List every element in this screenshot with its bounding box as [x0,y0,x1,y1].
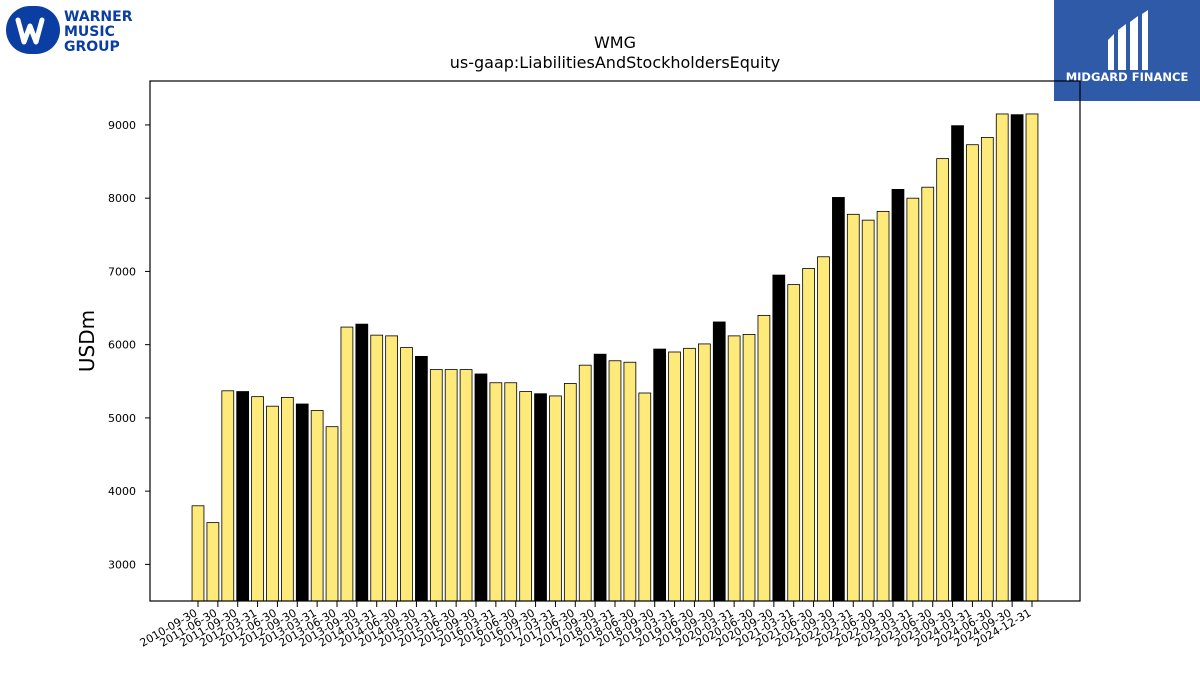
bar-2016-09-30 [534,393,547,602]
bar-2017-09-30 [593,353,607,602]
bar-2024-09-30 [1010,114,1024,602]
logo-line-2: MUSIC [64,24,115,40]
y-tick-label: 3000 [108,558,136,571]
bar-2022-12-31 [906,197,920,602]
bar-2012-12-31 [310,410,324,602]
bar-2014-06-30 [400,347,413,602]
bar-2023-03-31 [921,186,935,602]
bar-2019-12-31 [727,335,741,602]
bar-2013-09-30 [355,323,369,602]
y-tick-label: 7000 [108,265,136,278]
bar-2018-03-31 [623,361,637,602]
plot-frame [149,80,1081,602]
bar-2023-09-30 [951,125,964,602]
wmg-w-icon [15,17,45,45]
bar-2019-06-30 [698,343,711,602]
logo-line-1: WARNER [64,9,133,25]
bar-2021-03-31 [802,268,815,602]
bar-2016-03-31 [504,382,518,602]
y-tick-label: 5000 [108,412,136,425]
bar-2017-06-30 [578,364,592,602]
bar-2020-03-31 [742,334,756,602]
bar-2016-06-30 [519,391,533,602]
bar-2014-09-30 [415,355,428,602]
bar-2012-03-31 [266,405,279,602]
chart-title: WMG [594,33,636,52]
midgard-logo-text: MIDGARD FINANCE [1066,70,1189,84]
bar-2018-12-31 [668,351,681,602]
logo-line-3: GROUP [64,39,120,55]
bar-2010-09-30 [191,505,205,602]
bar-2015-03-31 [444,369,458,602]
bars-group [191,113,1039,602]
bar-2014-03-31 [385,335,398,602]
bar-2024-03-31 [980,136,994,602]
bar-2011-12-31 [251,396,264,602]
bar-2015-06-30 [459,369,473,602]
y-tick-label: 4000 [108,485,136,498]
bar-2013-03-31 [325,426,339,602]
x-axis: 2010-09-302011-06-302011-09-302012-03-31… [138,601,1034,650]
y-tick-label: 9000 [108,119,136,132]
bar-2023-12-31 [966,144,979,602]
warner-music-group-logo: WARNER MUSIC GROUP [4,4,136,56]
bar-2022-09-30 [891,188,905,602]
bar-2013-06-30 [340,326,354,602]
bar-2012-09-30 [295,403,309,602]
bar-2015-12-31 [489,382,503,602]
bar-2022-03-31 [861,219,875,602]
bar-2024-12-31 [1025,113,1039,602]
y-tick-label: 6000 [108,339,136,352]
bar-2017-03-31 [563,383,577,602]
bar-2010-12-31 [206,522,220,602]
bar-2017-12-31 [608,360,622,602]
bar-2020-06-30 [757,314,771,602]
midgard-finance-logo: MIDGARD FINANCE [1054,0,1200,101]
chart-subtitle: us-gaap:LiabilitiesAndStockholdersEquity [450,53,781,72]
y-axis-label: USDm [75,310,99,372]
bar-2019-03-31 [683,347,696,602]
y-tick-label: 8000 [108,192,136,205]
bar-2024-06-30 [995,113,1009,602]
bar-2018-06-30 [638,392,652,602]
bar-2020-09-30 [772,274,786,602]
bar-2020-12-31 [787,284,801,602]
bar-2019-09-30 [712,321,726,602]
bar-2018-09-30 [653,348,667,602]
bar-2011-09-30 [236,391,250,602]
bar-2022-06-30 [876,210,890,602]
bar-2023-06-30 [936,158,950,602]
bar-2021-12-31 [846,213,860,602]
midgard-mark-icon [1108,10,1148,70]
bar-2011-06-30 [221,390,235,602]
bar-2015-09-30 [474,373,488,602]
bar-2014-12-31 [429,369,443,602]
bar-2021-09-30 [832,197,845,602]
bar-2012-06-30 [280,396,294,602]
bar-2016-12-31 [549,395,562,602]
y-axis: 3000 4000 5000 6000 7000 8000 9000 [108,119,150,571]
bar-2013-12-31 [370,334,384,602]
bar-2021-06-30 [817,256,830,602]
